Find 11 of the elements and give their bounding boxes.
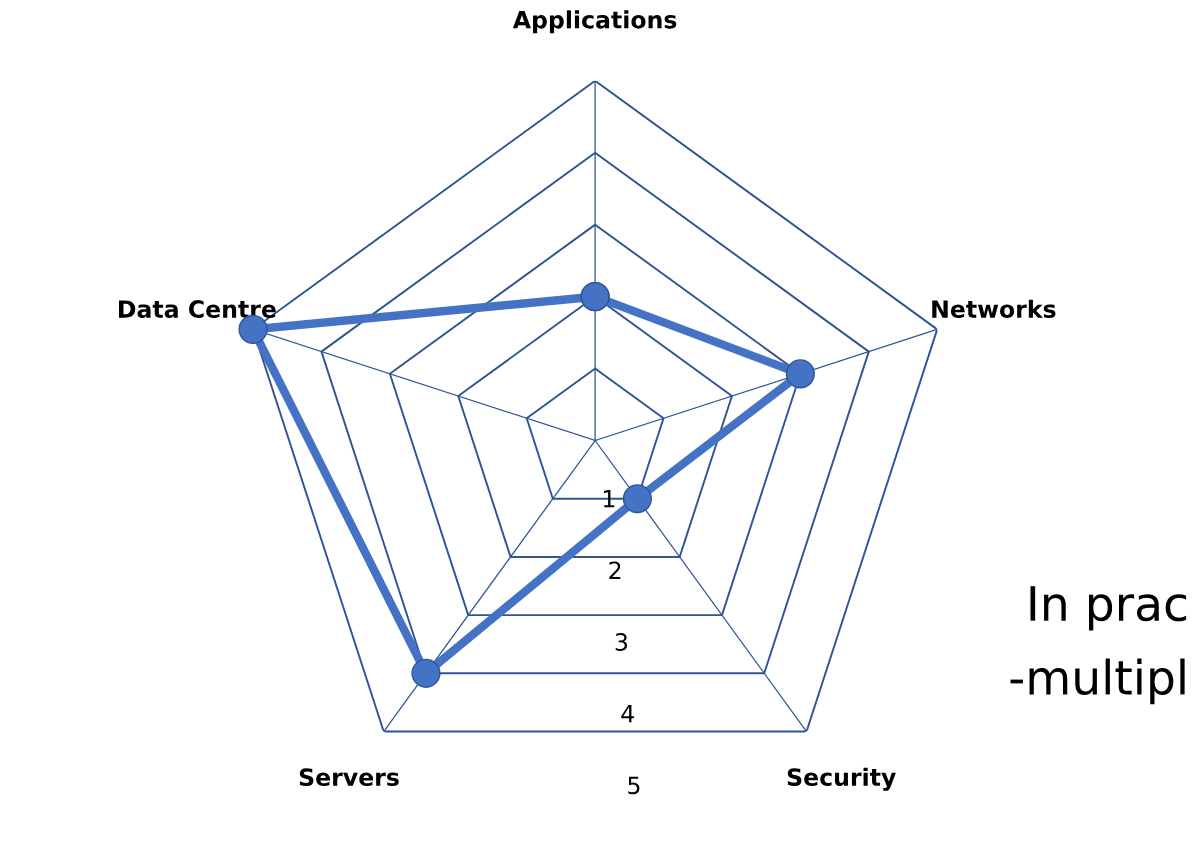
y-tick-label: 5 [628, 776, 640, 795]
y-tick-label: 4 [621, 705, 634, 723]
spoke-label: Applications [512, 10, 677, 34]
text: In prac [1030, 586, 1187, 631]
text: -multipl [1010, 658, 1185, 705]
spoke-label: Data Centre [119, 300, 276, 318]
spoke-label: Security [787, 767, 896, 791]
y-tick-label: 3 [615, 633, 628, 651]
spoke-label: Servers [299, 768, 399, 787]
y-tick-label: 2 [609, 561, 621, 579]
spoke-label: Networks [932, 299, 1056, 318]
